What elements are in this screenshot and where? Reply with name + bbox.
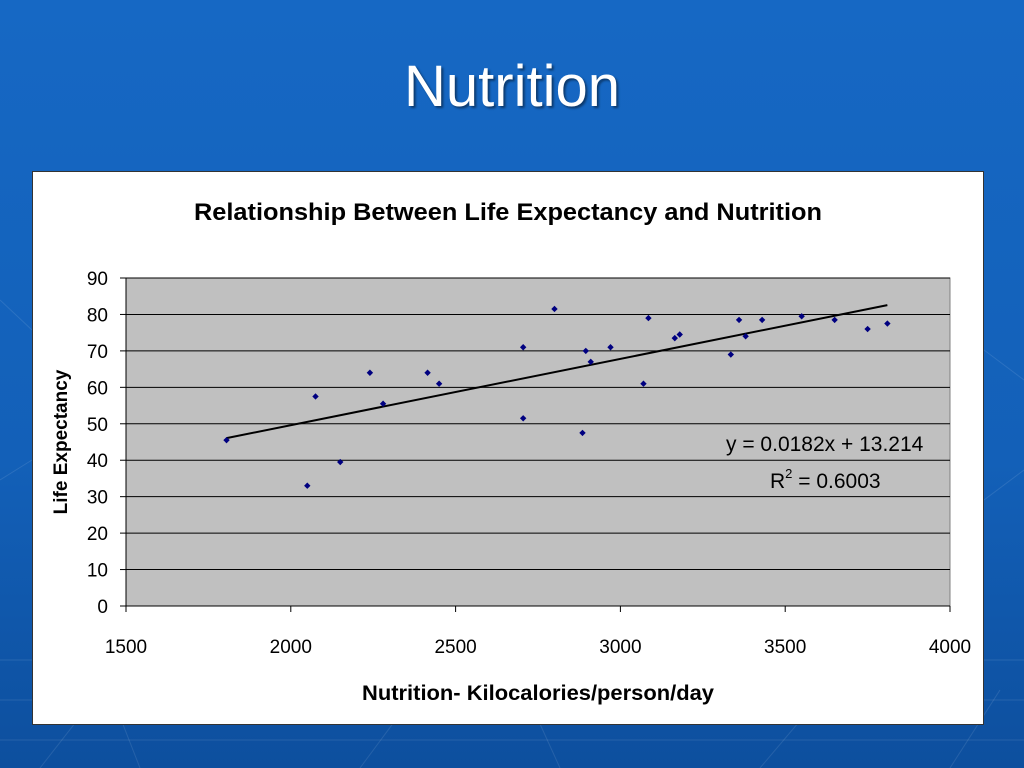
data-point-14	[607, 344, 614, 351]
data-point-21	[742, 333, 749, 340]
chart-panel: Relationship Between Life Expectancy and…	[32, 171, 984, 725]
trendline-group	[226, 304, 888, 440]
data-point-1	[304, 482, 311, 489]
x-tick-label-2500: 2500	[434, 637, 476, 658]
x-tick-label-1500: 1500	[105, 637, 147, 658]
data-point-12	[582, 347, 589, 355]
trendline-equation: y = 0.0182x + 13.214	[726, 433, 924, 456]
data-point-25	[864, 325, 871, 333]
data-point-2	[312, 393, 319, 400]
data-point-7	[435, 380, 443, 387]
y-tick-label-70: 70	[87, 342, 108, 363]
y-tick-label-40: 40	[87, 451, 108, 472]
plot-area	[125, 277, 951, 607]
axes	[120, 277, 951, 612]
data-point-10	[551, 305, 558, 313]
data-point-0	[223, 436, 230, 444]
y-tick-label-50: 50	[87, 415, 108, 436]
gridlines	[126, 277, 950, 607]
data-point-20	[735, 316, 743, 324]
data-point-11	[579, 429, 586, 437]
data-point-4	[366, 369, 374, 376]
x-tick-label-4000: 4000	[929, 637, 971, 658]
data-point-6	[424, 369, 431, 376]
r-squared-superscript: 2	[785, 466, 792, 481]
scatter-chart: Relationship Between Life Expectancy and…	[51, 199, 971, 705]
data-points	[223, 305, 891, 489]
data-point-3	[337, 458, 344, 466]
y-tick-label-30: 30	[87, 488, 108, 509]
y-tick-label-0: 0	[97, 597, 108, 618]
r-squared-value: = 0.6003	[792, 470, 880, 493]
data-point-13	[587, 358, 594, 366]
data-point-9	[519, 415, 527, 422]
y-tick-label-80: 80	[87, 305, 108, 326]
data-point-23	[798, 313, 805, 320]
data-point-5	[379, 400, 387, 407]
data-point-19	[727, 351, 735, 358]
data-point-17	[671, 334, 678, 342]
y-tick-label-90: 90	[87, 269, 108, 290]
data-point-24	[831, 316, 838, 324]
slide-title: Nutrition	[404, 54, 620, 119]
chart-title: Relationship Between Life Expectancy and…	[194, 199, 822, 226]
data-point-15	[640, 380, 647, 387]
y-tick-label-10: 10	[87, 561, 108, 582]
y-tick-label-20: 20	[87, 524, 108, 545]
r-squared-label: R2 = 0.6003	[770, 466, 881, 493]
data-point-22	[758, 316, 766, 324]
trendline	[226, 304, 888, 440]
x-axis-label: Nutrition- Kilocalories/person/day	[362, 682, 714, 705]
x-tick-label-3000: 3000	[599, 637, 641, 658]
tick-labels: 0 10 20 30 40 50 60 70 80 90 1500 2000 2500 3000 3500 4…	[87, 269, 971, 658]
x-tick-label-2000: 2000	[270, 637, 312, 658]
data-point-26	[884, 320, 891, 327]
data-point-18	[676, 331, 683, 338]
r-squared-letter: R	[770, 470, 785, 493]
y-axis-label: Life Expectancy	[51, 369, 72, 514]
data-point-16	[645, 314, 652, 322]
x-tick-label-3500: 3500	[764, 637, 806, 658]
y-tick-label-60: 60	[87, 378, 108, 399]
